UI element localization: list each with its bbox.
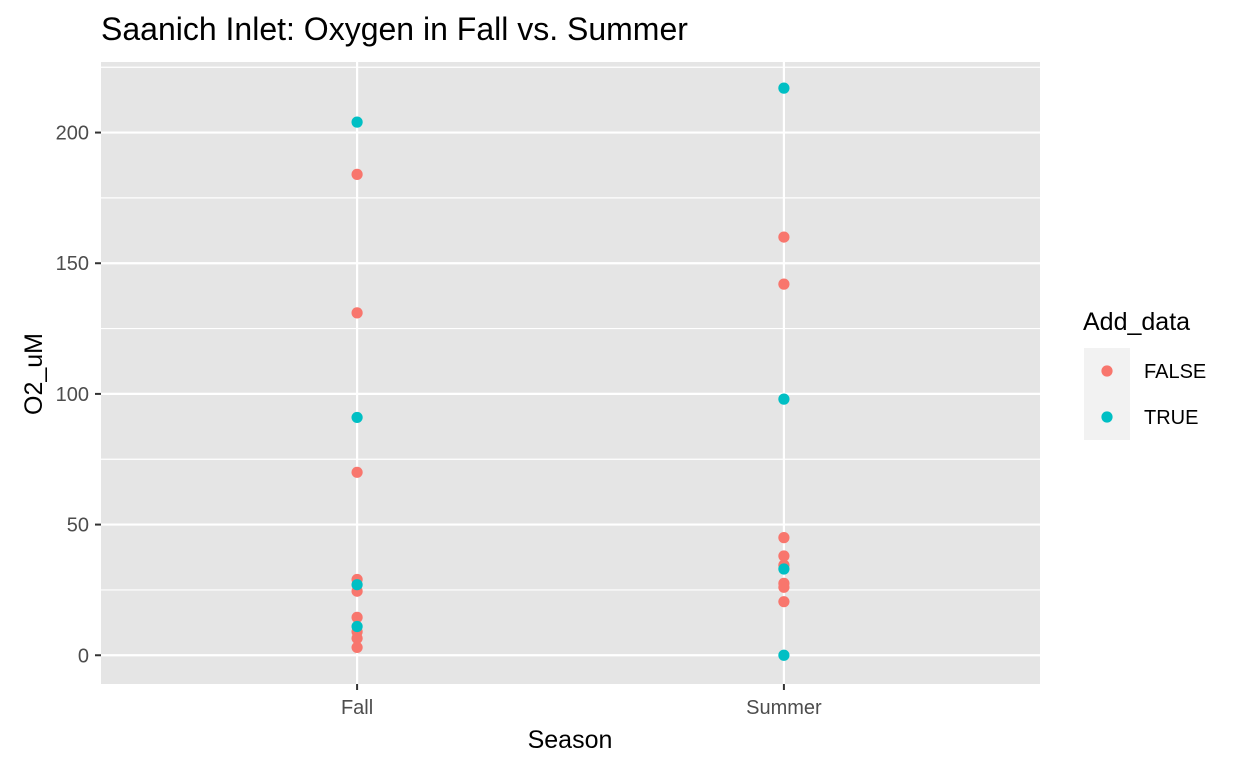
data-point-false <box>351 632 363 644</box>
data-point-true <box>778 649 790 661</box>
major-gridlines <box>101 62 1040 684</box>
legend-marker <box>1101 365 1113 377</box>
legend-marker <box>1101 411 1113 423</box>
y-tick-label: 50 <box>67 515 89 537</box>
data-point-false <box>778 550 790 562</box>
y-tick-label: 150 <box>56 253 89 275</box>
data-point-false <box>778 231 790 243</box>
data-point-false <box>351 466 363 478</box>
legend-title: Add_data <box>1083 308 1190 336</box>
data-point-false <box>351 168 363 180</box>
chart-title: Saanich Inlet: Oxygen in Fall vs. Summer <box>101 11 688 47</box>
data-point-false <box>778 581 790 593</box>
y-axis-title: O2_uM <box>20 333 48 415</box>
data-point-true <box>778 82 790 94</box>
y-tick-label: 0 <box>78 645 89 667</box>
x-axis: Fall Summer <box>341 684 822 719</box>
data-point-true <box>351 116 363 128</box>
data-points <box>351 82 790 661</box>
x-tick-label: Fall <box>341 697 373 719</box>
legend: Add_data FALSE TRUE <box>1083 308 1206 440</box>
data-point-false <box>778 278 790 290</box>
legend-label: FALSE <box>1144 361 1206 383</box>
data-point-false <box>778 596 790 608</box>
y-tick-label: 100 <box>56 384 89 406</box>
data-point-true <box>351 411 363 424</box>
data-point-true <box>778 563 790 575</box>
y-axis: 0 50 100 150 200 <box>56 123 101 667</box>
y-tick-label: 200 <box>56 123 89 145</box>
data-point-false <box>351 307 363 319</box>
data-point-true <box>778 393 790 405</box>
plot-panel <box>101 62 1040 684</box>
data-point-false <box>351 641 363 654</box>
legend-label: TRUE <box>1144 407 1198 429</box>
data-point-false <box>778 532 790 544</box>
data-point-true <box>351 579 363 591</box>
minor-gridlines <box>101 66 1040 591</box>
data-point-true <box>351 620 363 633</box>
x-tick-label: Summer <box>746 697 822 719</box>
data-point-false <box>351 611 363 623</box>
x-axis-title: Season <box>528 726 613 754</box>
